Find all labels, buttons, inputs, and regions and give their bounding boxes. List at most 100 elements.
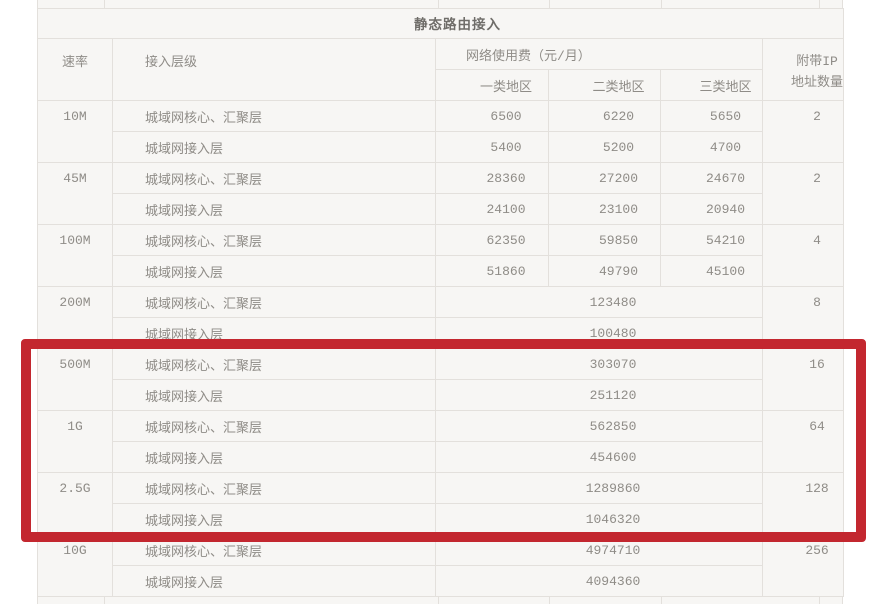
speed-cell: 100M — [37, 224, 113, 287]
table-row: 城域网接入层 1046320 — [38, 503, 844, 535]
divider — [438, 597, 439, 604]
ip-count-cell: 8 — [761, 286, 845, 349]
speed-cell: 200M — [37, 286, 113, 349]
col-header-speed: 速率 — [37, 38, 113, 101]
table-body: 10M 城域网核心、汇聚层 6500 6220 5650 2 城域网接入层 5400 5200 4… — [37, 100, 845, 597]
table-row: 城域网接入层 51860 49790 45100 — [38, 255, 844, 287]
access-level-cell: 城域网接入层 — [112, 193, 436, 225]
table-row: 城域网接入层 4094360 — [38, 565, 844, 597]
ip-count-cell: 128 — [761, 472, 845, 535]
divider — [438, 0, 439, 8]
table-row: 10M 城域网核心、汇聚层 6500 6220 5650 2 — [37, 100, 845, 163]
table-title: 静态路由接入 — [36, 8, 845, 39]
price-cell: 62350 — [435, 224, 549, 256]
table-row: 500M 城域网核心、汇聚层 303070 16 — [37, 348, 845, 411]
access-level-cell: 城域网接入层 — [112, 255, 436, 287]
pricing-table: 静态路由接入 速率 接入层级 网络使用费（元/月） 附带IP 地址数量 一类地区… — [36, 8, 845, 597]
ip-count-cell: 256 — [761, 534, 845, 597]
col-header-ip-line1: 附带IP — [796, 54, 838, 69]
price-cell: 6220 — [548, 100, 661, 132]
access-level-cell: 城域网核心、汇聚层 — [112, 286, 436, 318]
price-cell: 24670 — [660, 162, 763, 194]
access-level-cell: 城域网接入层 — [112, 379, 436, 411]
table-row: 45M 城域网核心、汇聚层 28360 27200 24670 2 — [37, 162, 845, 225]
price-cell: 562850 — [435, 410, 763, 442]
divider — [104, 0, 105, 8]
speed-cell: 10G — [37, 534, 113, 597]
price-cell: 51860 — [435, 255, 549, 287]
price-cell: 5650 — [660, 100, 763, 132]
access-level-cell: 城域网核心、汇聚层 — [112, 224, 436, 256]
col-header-ip-count: 附带IP 地址数量 — [761, 38, 845, 101]
access-level-cell: 城域网核心、汇聚层 — [112, 348, 436, 380]
table-row: 城域网接入层 251120 — [38, 379, 844, 411]
access-level-cell: 城域网接入层 — [112, 317, 436, 349]
access-level-cell: 城域网核心、汇聚层 — [112, 100, 436, 132]
price-cell: 123480 — [435, 286, 763, 318]
ip-count-cell: 4 — [761, 224, 845, 287]
speed-cell: 2.5G — [37, 472, 113, 535]
table-row: 城域网接入层 454600 — [38, 441, 844, 473]
divider — [819, 597, 820, 604]
price-cell: 23100 — [548, 193, 661, 225]
access-level-cell: 城域网核心、汇聚层 — [112, 410, 436, 442]
ip-count-cell: 64 — [761, 410, 845, 473]
divider — [549, 597, 550, 604]
divider — [549, 0, 550, 8]
price-cell: 24100 — [435, 193, 549, 225]
table-row: 10G 城域网核心、汇聚层 4974710 256 — [37, 534, 845, 597]
price-cell: 28360 — [435, 162, 549, 194]
table-row: 1G 城域网核心、汇聚层 562850 64 — [37, 410, 845, 473]
access-level-cell: 城域网接入层 — [112, 503, 436, 535]
ip-count-cell: 16 — [761, 348, 845, 411]
price-cell: 100480 — [435, 317, 763, 349]
price-cell: 4094360 — [435, 565, 763, 597]
table-row: 城域网接入层 5400 5200 4700 — [38, 131, 844, 163]
access-level-cell: 城域网核心、汇聚层 — [112, 534, 436, 566]
bottom-partial-row — [37, 596, 843, 604]
price-cell: 454600 — [435, 441, 763, 473]
price-cell: 54210 — [660, 224, 763, 256]
speed-cell: 1G — [37, 410, 113, 473]
price-cell: 1289860 — [435, 472, 763, 504]
price-cell: 20940 — [660, 193, 763, 225]
ip-count-cell: 2 — [761, 100, 845, 163]
price-cell: 27200 — [548, 162, 661, 194]
access-level-cell: 城域网接入层 — [112, 565, 436, 597]
access-level-cell: 城域网核心、汇聚层 — [112, 472, 436, 504]
col-header-region-1: 一类地区 — [435, 69, 549, 101]
access-level-cell: 城域网核心、汇聚层 — [112, 162, 436, 194]
price-cell: 45100 — [660, 255, 763, 287]
price-cell: 5400 — [435, 131, 549, 163]
price-cell: 1046320 — [435, 503, 763, 535]
table-row: 城域网接入层 24100 23100 20940 — [38, 193, 844, 225]
divider — [661, 0, 662, 8]
price-cell: 251120 — [435, 379, 763, 411]
divider — [104, 597, 105, 604]
speed-cell: 45M — [37, 162, 113, 225]
table-row: 100M 城域网核心、汇聚层 62350 59850 54210 4 — [37, 224, 845, 287]
table-row: 2.5G 城域网核心、汇聚层 1289860 128 — [37, 472, 845, 535]
divider — [661, 597, 662, 604]
col-header-region-3: 三类地区 — [660, 69, 763, 101]
col-header-region-2: 二类地区 — [548, 69, 661, 101]
table-row: 城域网接入层 100480 — [38, 317, 844, 349]
table-row: 200M 城域网核心、汇聚层 123480 8 — [37, 286, 845, 349]
access-level-cell: 城域网接入层 — [112, 131, 436, 163]
price-cell: 6500 — [435, 100, 549, 132]
price-cell: 4974710 — [435, 534, 763, 566]
price-cell: 5200 — [548, 131, 661, 163]
price-cell: 49790 — [548, 255, 661, 287]
price-cell: 59850 — [548, 224, 661, 256]
ip-count-cell: 2 — [761, 162, 845, 225]
col-header-access-level: 接入层级 — [112, 38, 436, 101]
access-level-cell: 城域网接入层 — [112, 441, 436, 473]
speed-cell: 10M — [37, 100, 113, 163]
speed-cell: 500M — [37, 348, 113, 411]
col-header-fee: 网络使用费（元/月） — [435, 38, 763, 70]
col-header-ip-line2: 地址数量 — [791, 75, 844, 90]
price-cell: 303070 — [435, 348, 763, 380]
divider — [819, 0, 820, 8]
price-cell: 4700 — [660, 131, 763, 163]
